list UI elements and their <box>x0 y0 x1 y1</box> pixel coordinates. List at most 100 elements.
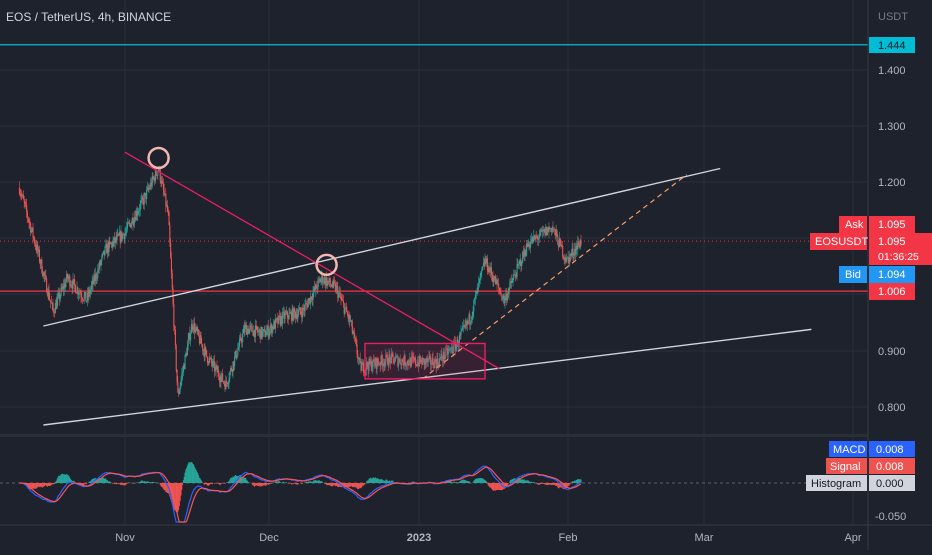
candle-body <box>474 298 476 301</box>
candle-body <box>376 358 378 369</box>
candle-body <box>536 236 538 238</box>
macd-badge[interactable]: MACD 0.008 <box>829 441 915 457</box>
candle-body <box>513 274 515 278</box>
candle-body <box>340 297 342 300</box>
candle-body <box>137 213 139 216</box>
histogram-badge-label-bg <box>806 475 867 491</box>
candle-body <box>170 242 172 259</box>
candle-body <box>375 358 377 369</box>
histogram-badge[interactable]: Histogram 0.000 <box>806 475 915 491</box>
candle-body <box>430 364 432 366</box>
candle-body <box>482 262 484 267</box>
candle-body <box>428 356 430 359</box>
candle-body <box>400 363 402 366</box>
macd-label: MACD <box>833 444 865 456</box>
candle-body <box>126 222 128 229</box>
candle-body <box>422 358 424 359</box>
candle-body <box>527 243 529 247</box>
price-axis[interactable]: 1.400 1.300 1.200 0.900 0.800 -0.050 <box>875 65 906 523</box>
candle-body <box>19 193 21 195</box>
candle-body <box>436 358 438 368</box>
candle-body <box>46 278 48 293</box>
candle-body <box>320 279 322 283</box>
candle-body <box>306 303 308 308</box>
candle-body <box>532 237 534 243</box>
candle-body <box>424 359 426 365</box>
candle-body <box>502 298 504 300</box>
candle-body <box>303 309 305 311</box>
candle-body <box>454 342 456 351</box>
candle-body <box>309 298 311 304</box>
candle-body <box>537 237 539 240</box>
candle-body <box>87 292 89 297</box>
candle-body <box>538 235 540 239</box>
candle-body <box>542 229 544 232</box>
candle-body <box>296 314 298 319</box>
time-axis[interactable]: Nov Dec 2023 Feb Mar Apr <box>115 532 862 544</box>
support-badge-bg <box>869 283 915 300</box>
candle-body <box>534 235 536 240</box>
candle-body <box>174 326 176 330</box>
candle-body <box>575 246 577 255</box>
candle-body <box>478 283 480 285</box>
candle-body <box>361 364 363 371</box>
candle-body <box>272 326 274 330</box>
ask-badge[interactable]: Ask 1.095 <box>839 216 915 233</box>
candle-body <box>302 308 304 310</box>
candle-body <box>373 359 375 362</box>
candle-body <box>38 249 40 262</box>
signal-badge[interactable]: Signal 0.008 <box>826 458 915 474</box>
candle-body <box>50 302 52 304</box>
candle-body <box>47 289 49 296</box>
candle-body <box>562 245 564 257</box>
candle-body <box>42 272 44 276</box>
candle-body <box>419 356 421 363</box>
candle-body <box>446 348 448 350</box>
candle-body <box>80 293 82 297</box>
candle-body <box>546 227 548 236</box>
price-grid <box>0 0 868 525</box>
candle-body <box>394 357 396 362</box>
last-price-badge[interactable]: EOSUSDT 1.095 01:36:25 <box>810 233 932 265</box>
candle-body <box>441 354 443 360</box>
candle-body <box>114 237 116 243</box>
candle-body <box>545 227 547 235</box>
pane-separator[interactable] <box>0 434 868 437</box>
candle-body <box>234 356 236 367</box>
macd-pane <box>0 461 868 523</box>
candle-body <box>79 292 81 294</box>
candle-body <box>68 276 70 279</box>
candle-body <box>235 350 237 359</box>
candle-body <box>130 223 132 228</box>
support-badge[interactable]: 1.006 <box>869 283 915 300</box>
candle-body <box>319 279 321 283</box>
candle-body <box>120 231 122 243</box>
candle-body <box>238 346 240 350</box>
candle-body <box>448 349 450 351</box>
signal-badge-value-bg <box>869 458 915 474</box>
candle-body <box>106 243 108 254</box>
candle-body <box>323 277 325 282</box>
candle-body <box>396 356 398 358</box>
candle-body <box>54 312 56 314</box>
bid-badge[interactable]: Bid 1.094 <box>839 266 915 283</box>
upper-channel-line <box>43 167 721 327</box>
candle-body <box>213 361 215 362</box>
candle-body <box>567 256 569 258</box>
candle-body <box>55 303 57 309</box>
candle-body <box>305 303 307 305</box>
candle-body <box>464 325 466 327</box>
candle-body <box>490 267 492 273</box>
candle-body <box>247 328 249 334</box>
candle-body <box>379 363 381 366</box>
candle-body <box>94 273 96 281</box>
candle-body <box>325 277 327 285</box>
candle-body <box>25 203 27 205</box>
projected-trendline <box>422 174 687 380</box>
candle-body <box>359 358 361 363</box>
candle-body <box>368 358 370 371</box>
candle-body <box>91 280 93 286</box>
candle-body <box>201 343 203 345</box>
level-badge-top[interactable]: 1.444 <box>869 37 915 53</box>
